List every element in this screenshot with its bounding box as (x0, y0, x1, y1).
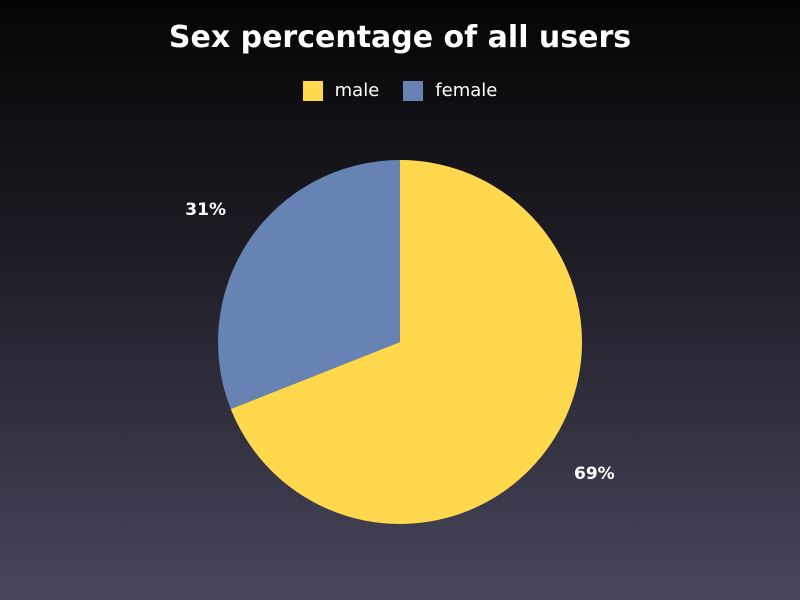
pie-slices (218, 160, 582, 524)
legend-swatch-female (403, 80, 424, 101)
legend-item-female[interactable]: female (403, 80, 497, 101)
pie-label-female: 31% (185, 200, 226, 220)
legend-item-male[interactable]: male (302, 80, 380, 101)
legend-label-female: female (435, 80, 498, 101)
legend: male female (0, 80, 800, 101)
pie-label-male: 69% (574, 464, 615, 484)
chart-title: Sex percentage of all users (168, 20, 632, 55)
legend-label-male: male (334, 80, 380, 101)
pie-slice-female[interactable] (218, 160, 400, 409)
pie-slice-male[interactable] (230, 160, 582, 524)
legend-swatch-male (302, 80, 323, 101)
pie-labels: 69% 31% (185, 200, 614, 484)
